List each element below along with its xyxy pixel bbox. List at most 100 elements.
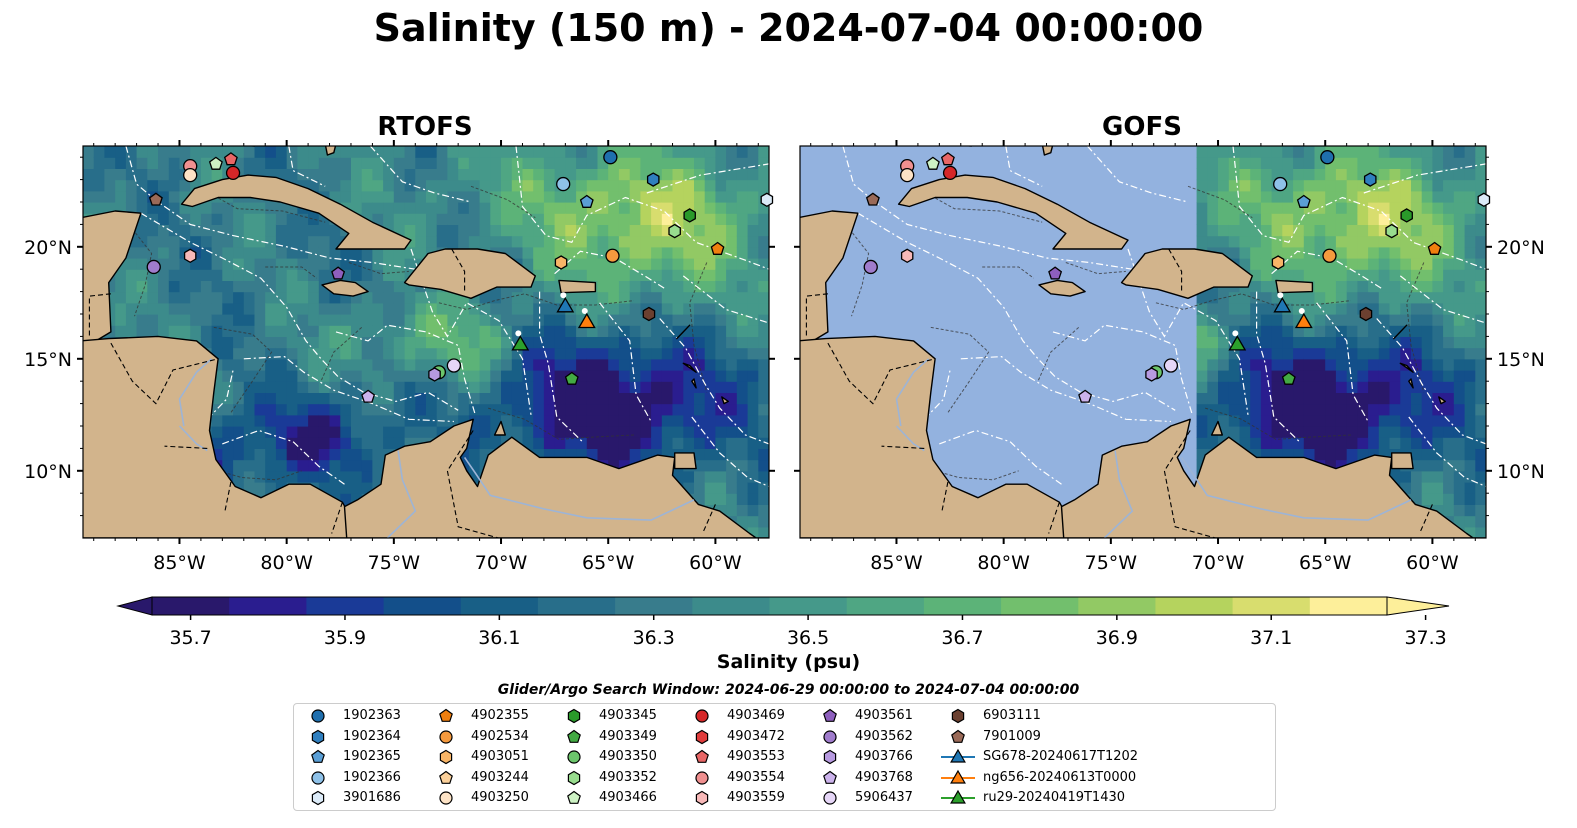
float-marker-7901009 bbox=[865, 192, 880, 206]
lat-tick-label: 20°N bbox=[1497, 237, 1545, 259]
legend-label: 1902364 bbox=[343, 728, 401, 744]
legend-label: 4903554 bbox=[727, 769, 785, 785]
legend-marker-icon bbox=[823, 749, 837, 765]
country-border bbox=[701, 504, 716, 534]
depth-contour-1000m bbox=[265, 266, 317, 279]
legend-label: 1902365 bbox=[343, 749, 401, 764]
gofs-map-panel: 85°W 80°W 75°W 70°W 65°W 60°W 10°N 15°N 20°N bbox=[794, 140, 1545, 574]
country-border bbox=[331, 502, 343, 534]
legend-label: 1902363 bbox=[343, 708, 401, 723]
legend-marker-icon bbox=[439, 708, 453, 722]
legend-label: 4902355 bbox=[471, 708, 529, 723]
legend-label: 4903352 bbox=[599, 769, 657, 785]
country-border bbox=[1168, 248, 1183, 292]
legend-marker-icon bbox=[823, 770, 837, 784]
float-marker-4903766 bbox=[1145, 367, 1158, 382]
float-marker-1902366 bbox=[1273, 176, 1288, 192]
lon-tick-label: 85°W bbox=[153, 552, 206, 574]
legend-marker-icon bbox=[567, 790, 581, 804]
eez-boundary bbox=[599, 302, 652, 422]
legend-marker-icon bbox=[567, 770, 581, 785]
depth-contour-1000m bbox=[1187, 185, 1253, 219]
puerto-rico-land bbox=[558, 279, 597, 294]
legend-marker-icon bbox=[951, 729, 965, 743]
glider-track-ru29-20240419T1430 bbox=[515, 330, 522, 337]
legend-marker-icon bbox=[941, 748, 975, 763]
legend-label: ru29-20240419T1430 bbox=[983, 790, 1126, 805]
float-marker-1902365 bbox=[1296, 194, 1311, 208]
colorbar-bin bbox=[923, 597, 1002, 615]
hispaniola-land bbox=[1120, 248, 1253, 299]
paraguana-land bbox=[493, 420, 506, 436]
float-marker-1902363 bbox=[1320, 150, 1335, 165]
colorbar-bin bbox=[1155, 597, 1234, 615]
colorbar-bin bbox=[306, 597, 385, 615]
legend-label: ng656-20240613T0000 bbox=[983, 769, 1137, 785]
depth-contour-1000m bbox=[1155, 293, 1351, 311]
float-marker-4903051 bbox=[1271, 255, 1285, 270]
colorbar-extend-min bbox=[116, 596, 153, 616]
river bbox=[1103, 450, 1134, 538]
legend-label: 4903349 bbox=[599, 728, 657, 744]
hispaniola-land bbox=[403, 248, 536, 299]
river bbox=[463, 456, 695, 521]
legend-marker-icon bbox=[439, 791, 453, 805]
country-border bbox=[451, 248, 466, 292]
depth-contour-1000m bbox=[217, 470, 302, 481]
eez-boundary bbox=[960, 355, 1171, 423]
float-marker-4903553 bbox=[223, 152, 238, 166]
colorbar-tick-label: 37.1 bbox=[1250, 627, 1292, 649]
depth-contour-1000m bbox=[934, 470, 1019, 481]
glider-track-ru29-20240419T1430 bbox=[1232, 330, 1239, 337]
lat-tick-label: 20°N bbox=[24, 237, 72, 259]
river bbox=[178, 358, 213, 427]
lat-tick-label: 15°N bbox=[24, 349, 72, 371]
colorbar-bin bbox=[152, 597, 230, 615]
glider-marker-ru29-20240419T1430 bbox=[1228, 335, 1247, 351]
colorbar-bin bbox=[229, 597, 307, 615]
legend-marker-icon bbox=[695, 749, 709, 763]
depth-contour-1000m bbox=[348, 262, 409, 275]
bahamas-andros-land bbox=[1041, 146, 1054, 156]
search-window-text: Glider/Argo Search Window: 2024-06-29 00… bbox=[497, 682, 1080, 698]
float-marker-3901686 bbox=[1477, 192, 1491, 208]
legend-marker-icon bbox=[941, 789, 975, 804]
country-border bbox=[1048, 502, 1060, 534]
depth-contour-1000m bbox=[1037, 327, 1080, 382]
legend-label: 7901009 bbox=[983, 728, 1041, 744]
eez-boundary bbox=[243, 355, 454, 423]
colorbar-bin bbox=[1001, 597, 1079, 615]
colorbar-bin bbox=[769, 597, 848, 615]
colorbar-tick-label: 36.1 bbox=[478, 627, 520, 649]
depth-contour-1000m bbox=[930, 326, 990, 413]
river bbox=[895, 358, 930, 427]
lesser-antilles-c bbox=[1408, 378, 1414, 389]
trinidad-land bbox=[1391, 452, 1414, 470]
eez-boundary bbox=[1256, 291, 1300, 443]
country-border bbox=[881, 445, 925, 449]
lesser-antilles-b bbox=[1399, 362, 1414, 373]
eez-boundary bbox=[691, 416, 769, 488]
eez-boundary bbox=[125, 146, 416, 270]
eez-boundary bbox=[288, 146, 326, 187]
lon-tick-label: 80°W bbox=[977, 552, 1030, 574]
legend-label: 4903244 bbox=[471, 769, 529, 785]
eez-boundary bbox=[1005, 146, 1043, 187]
float-marker-4903559 bbox=[900, 248, 914, 264]
float-marker-4903766 bbox=[428, 367, 441, 382]
jamaica-land bbox=[321, 279, 369, 297]
eez-boundary bbox=[1086, 146, 1189, 203]
float-marker-4903466 bbox=[208, 156, 223, 170]
panel-title-gofs: GOFS bbox=[1102, 112, 1182, 142]
float-marker-4903559 bbox=[183, 248, 197, 264]
glider-marker-SG678-20240617T1202 bbox=[1273, 297, 1292, 313]
float-marker-4903349 bbox=[564, 371, 579, 385]
depth-contour-1000m bbox=[488, 407, 634, 440]
glider-marker-ng656-20240613T0000 bbox=[1294, 312, 1313, 329]
legend-label: 4903466 bbox=[599, 790, 657, 805]
float-marker-1902364 bbox=[646, 172, 660, 187]
eez-boundary bbox=[222, 429, 345, 485]
float-marker-4903469 bbox=[942, 165, 958, 181]
eez-boundary bbox=[1408, 416, 1486, 488]
legend-label: 3901686 bbox=[343, 790, 401, 805]
